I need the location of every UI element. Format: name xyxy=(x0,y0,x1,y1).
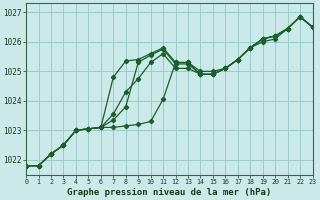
X-axis label: Graphe pression niveau de la mer (hPa): Graphe pression niveau de la mer (hPa) xyxy=(67,188,271,197)
